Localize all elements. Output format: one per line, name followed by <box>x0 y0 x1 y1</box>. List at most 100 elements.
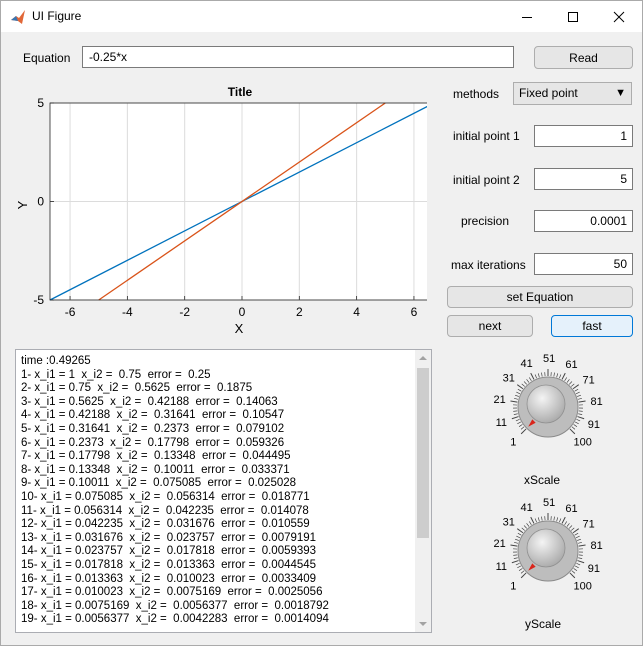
output-line: 8- x_i1 = 0.13348 x_i2 = 0.10011 error =… <box>21 463 290 476</box>
read-button[interactable]: Read <box>534 46 633 69</box>
knob-tick-mark <box>530 516 535 524</box>
knob-tick-mark <box>523 525 528 529</box>
knob-tick-mark <box>576 562 581 566</box>
yscale-indicator <box>528 563 536 571</box>
knob-tick-mark <box>518 568 523 571</box>
close-icon <box>613 11 625 22</box>
y-tick-label: 5 <box>37 96 44 110</box>
knob-tick-mark <box>572 384 580 390</box>
knob-tick-mark <box>514 397 519 400</box>
next-button[interactable]: next <box>447 315 533 337</box>
knob-tick-mark <box>574 565 579 569</box>
y-tick-label: -5 <box>33 293 44 307</box>
knob-tick-label: 91 <box>588 419 600 431</box>
knob-tick-mark <box>578 410 583 412</box>
max-iterations-input[interactable]: 50 <box>534 253 633 275</box>
knob-tick-mark <box>541 516 543 521</box>
knob-tick-mark <box>559 374 562 379</box>
knob-tick-label: 81 <box>591 540 603 552</box>
y-tick-label: 0 <box>37 195 44 209</box>
y-axis-label: Y <box>15 200 30 209</box>
maximize-button[interactable] <box>550 1 596 32</box>
knob-tick-mark <box>515 562 520 566</box>
knob-tick-mark <box>526 523 530 527</box>
methods-dropdown[interactable]: Fixed point ▼ <box>513 82 632 105</box>
fast-button[interactable]: fast <box>551 315 633 337</box>
knob-tick-mark <box>516 535 521 539</box>
yscale-dial[interactable] <box>526 528 566 568</box>
x-tick-label: -4 <box>122 305 133 319</box>
title-bar: UI Figure <box>1 1 642 32</box>
output-line: 9- x_i1 = 0.10011 x_i2 = 0.075085 error … <box>21 477 297 490</box>
knob-tick-label: 11 <box>496 417 507 429</box>
knob-tick-mark <box>571 426 576 430</box>
knob-tick-mark <box>514 394 519 397</box>
knob-tick-mark <box>578 557 583 559</box>
yscale-knob[interactable]: 111 21 31 41 51 61 71 81 91 100 <box>478 493 618 633</box>
vertical-scrollbar[interactable] <box>415 350 431 632</box>
equation-input[interactable]: -0.25*x <box>82 46 514 68</box>
xscale-dial[interactable] <box>526 384 566 424</box>
knob-tick-label: 61 <box>565 503 577 515</box>
knob-tick-mark <box>564 377 568 382</box>
initial-point-2-input[interactable]: 5 <box>534 168 633 190</box>
output-line: 10- x_i1 = 0.075085 x_i2 = 0.056314 erro… <box>21 490 310 503</box>
output-line: 16- x_i1 = 0.013363 x_i2 = 0.010023 erro… <box>21 572 317 585</box>
knob-tick-mark <box>569 572 576 579</box>
knob-tick-mark <box>571 527 575 531</box>
knob-tick-mark <box>516 384 524 390</box>
precision-input[interactable]: 0.0001 <box>534 210 633 232</box>
x-tick-label: 0 <box>239 305 246 319</box>
scroll-up-icon[interactable] <box>415 352 431 364</box>
knob-tick-label: 51 <box>543 497 555 509</box>
knob-tick-mark <box>553 516 555 521</box>
axes-title: Title <box>228 85 253 99</box>
knob-tick-label: 71 <box>582 519 594 531</box>
max-iterations-label: max iterations <box>451 258 526 272</box>
knob-tick-mark <box>577 538 582 541</box>
knob-tick-mark <box>534 518 537 523</box>
knob-tick-mark <box>556 517 559 522</box>
output-line: 12- x_i1 = 0.042235 x_i2 = 0.031676 erro… <box>21 518 310 531</box>
close-button[interactable] <box>596 1 642 32</box>
x-tick-label: -2 <box>179 305 190 319</box>
initial-point-1-input[interactable]: 1 <box>534 125 633 147</box>
output-text-area[interactable]: time :0.49265 1- x_i1 = 1 x_i2 = 0.75 err… <box>15 349 432 633</box>
scroll-down-icon[interactable] <box>415 618 431 630</box>
output-line: 3- x_i1 = 0.5625 x_i2 = 0.42188 error = … <box>21 395 278 408</box>
initial-point-2-label: initial point 2 <box>453 173 520 187</box>
knob-tick-mark <box>578 413 583 415</box>
yscale-label: yScale <box>525 617 562 631</box>
x-tick-label: 2 <box>296 305 303 319</box>
output-line: 5- x_i1 = 0.31641 x_i2 = 0.2373 error = … <box>21 422 285 435</box>
output-line: 4- x_i1 = 0.42188 x_i2 = 0.31641 error =… <box>21 409 285 422</box>
minimize-button[interactable] <box>504 1 550 32</box>
knob-tick-mark <box>513 554 518 556</box>
knob-tick-mark <box>528 521 532 526</box>
output-line: 1- x_i1 = 1 x_i2 = 0.75 error = 0.25 <box>21 368 211 381</box>
xscale-knob[interactable]: 111 21 31 41 51 61 71 81 91 100 <box>478 349 618 489</box>
plot-axes[interactable]: Title -6 -4 -2 0 2 4 6 5 0 -5 X Y <box>15 81 427 343</box>
knob-tick-mark <box>566 523 570 527</box>
knob-tick-mark <box>577 394 582 397</box>
knob-tick-mark <box>574 421 579 425</box>
knob-tick-mark <box>528 377 532 382</box>
set-equation-button[interactable]: set Equation <box>447 286 633 308</box>
window-title: UI Figure <box>32 9 82 23</box>
knob-tick-label: 100 <box>573 581 591 593</box>
knob-tick-mark <box>574 388 579 392</box>
knob-tick-mark <box>526 379 530 383</box>
initial-point-1-label: initial point 1 <box>453 129 520 143</box>
knob-tick-mark <box>541 372 543 377</box>
knob-tick-label: 81 <box>591 396 603 408</box>
knob-tick-mark <box>553 372 555 377</box>
scrollbar-thumb[interactable] <box>417 368 429 538</box>
knob-tick-mark <box>572 528 580 534</box>
knob-tick-mark <box>573 424 578 427</box>
knob-tick-mark <box>517 388 522 392</box>
equation-label: Equation <box>23 51 71 65</box>
knob-tick-mark <box>559 518 562 523</box>
maximize-icon <box>568 11 578 22</box>
knob-tick-label: 41 <box>520 358 532 370</box>
